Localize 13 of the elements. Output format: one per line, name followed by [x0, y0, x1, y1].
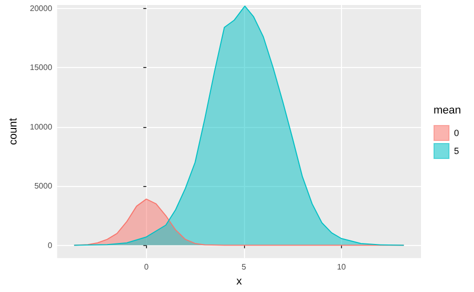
legend-label: 5 [454, 146, 460, 156]
y-tick-label: 10000 [30, 122, 53, 132]
legend-label: 0 [454, 128, 460, 138]
y-tick-label: 5000 [34, 182, 53, 191]
x-axis-title: x [236, 276, 242, 288]
y-tick-label: 20000 [30, 4, 53, 13]
x-tick-label: 0 [144, 262, 150, 272]
y-tick-label: 0 [48, 240, 53, 250]
x-tick-label: 10 [336, 262, 346, 272]
y-axis-title: count [8, 118, 20, 146]
x-tick-label: 5 [242, 262, 247, 272]
legend-title: mean [433, 104, 462, 116]
y-tick-label: 15000 [30, 63, 53, 72]
